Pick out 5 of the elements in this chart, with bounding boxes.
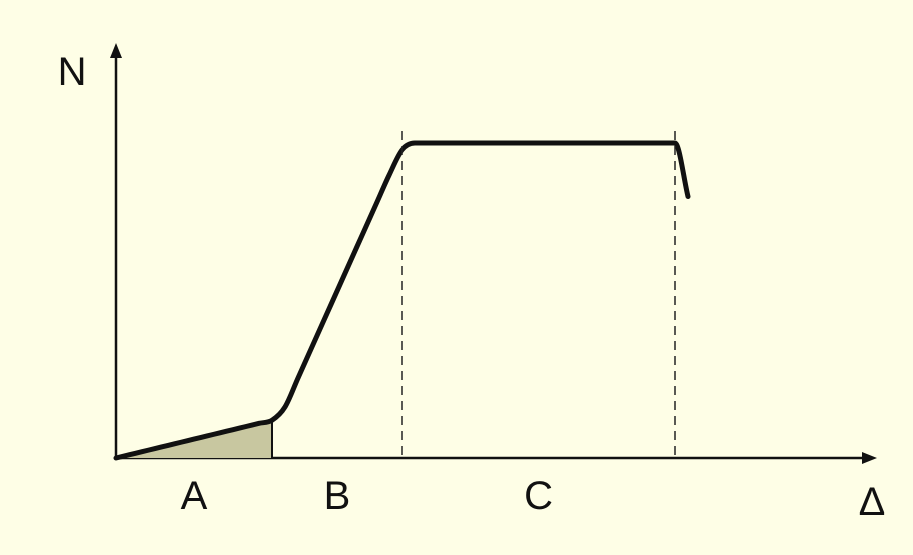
text: A (180, 474, 208, 518)
text: C (524, 474, 553, 518)
text: B (324, 474, 350, 518)
y-axis-title: N (58, 50, 86, 94)
x-axis-title: Δ (858, 480, 886, 524)
